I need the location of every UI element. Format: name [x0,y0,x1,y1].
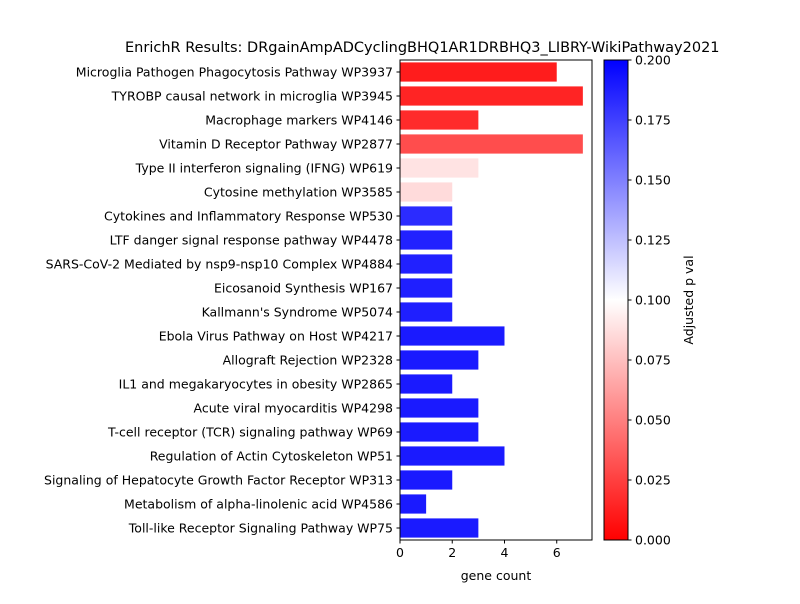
y-tick-label: Regulation of Actin Cytoskeleton WP51 [150,449,393,464]
y-tick-label: Toll-like Receptor Signaling Pathway WP7… [128,521,393,536]
colorbar-tick-label: 0.050 [635,413,671,428]
bar-5 [400,182,453,202]
bars-layer [400,62,583,538]
colorbar-tick-label: 0.150 [635,173,671,188]
bar-6 [400,206,453,226]
y-tick-label: Metabolism of alpha-linolenic acid WP458… [124,497,393,512]
bar-17 [400,470,453,490]
colorbar-label: Adjusted p val [681,255,696,344]
bar-7 [400,230,453,250]
bar-3 [400,134,583,154]
bar-0 [400,62,557,82]
x-tick-label: 2 [448,545,456,560]
chart-title: EnrichR Results: DRgainAmpADCyclingBHQ1A… [125,40,720,56]
y-tick-label: Cytosine methylation WP3585 [204,185,393,200]
y-tick-label: SARS-CoV-2 Mediated by nsp9-nsp10 Comple… [46,257,393,272]
plot-frame [399,59,593,541]
y-tick-label: LTF danger signal response pathway WP447… [110,233,393,248]
x-axis-label: gene count [461,568,532,583]
bar-1 [400,86,583,106]
bar-9 [400,278,453,298]
bar-12 [400,350,479,370]
x-axis: 0 2 4 6 [396,540,561,560]
x-tick-label: 4 [501,545,509,560]
y-tick-label: Vitamin D Receptor Pathway WP2877 [159,137,393,152]
y-tick-labels: Microglia Pathogen Phagocytosis Pathway … [44,65,400,536]
bar-13 [400,374,453,394]
colorbar-tick-label: 0.025 [635,473,671,488]
bar-2 [400,110,479,130]
x-tick-label: 6 [553,545,561,560]
y-tick-label: Type II interferon signaling (IFNG) WP61… [135,161,393,176]
y-tick-label: Microglia Pathogen Phagocytosis Pathway … [76,65,393,80]
y-tick-label: Ebola Virus Pathway on Host WP4217 [159,329,393,344]
bar-16 [400,446,505,466]
y-tick-label: Cytokines and Inflammatory Response WP53… [104,209,393,224]
colorbar-tick-label: 0.200 [635,53,671,68]
bar-19 [400,518,479,538]
colorbar-tick-label: 0.100 [635,293,671,308]
bar-18 [400,494,427,514]
colorbar-tick-label: 0.125 [635,233,671,248]
colorbar: 0.000 0.025 0.050 0.075 0.100 0.125 0.150 0.175… [603,53,671,548]
bar-14 [400,398,479,418]
y-tick-label: Allograft Rejection WP2328 [223,353,393,368]
colorbar-tick-label: 0.175 [635,113,671,128]
bar-15 [400,422,479,442]
y-tick-label: Macrophage markers WP4146 [205,113,393,128]
y-tick-label: IL1 and megakaryocytes in obesity WP2865 [119,377,393,392]
bar-10 [400,302,453,322]
colorbar-gradient [603,59,629,541]
colorbar-tick-label: 0.000 [635,533,671,548]
y-tick-label: TYROBP causal network in microglia WP394… [111,89,393,104]
bar-8 [400,254,453,274]
bar-11 [400,326,505,346]
bar-4 [400,158,479,178]
x-tick-label: 0 [396,545,404,560]
y-tick-label: Kallmann's Syndrome WP5074 [202,305,393,320]
y-tick-label: Eicosanoid Synthesis WP167 [214,281,393,296]
y-tick-label: Acute viral myocarditis WP4298 [194,401,394,416]
y-tick-label: Signaling of Hepatocyte Growth Factor Re… [44,473,393,488]
y-tick-label: T-cell receptor (TCR) signaling pathway … [107,425,393,440]
colorbar-tick-label: 0.075 [635,353,671,368]
